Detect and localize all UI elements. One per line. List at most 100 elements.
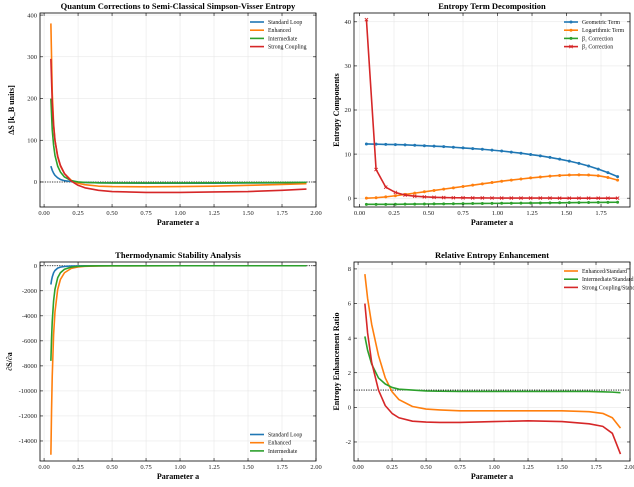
x-tick-label: 1.00 [488, 464, 499, 471]
y-tick-label: 8 [348, 266, 351, 273]
data-point [364, 17, 369, 22]
y-tick-label: 0 [34, 179, 37, 186]
series-line-3 [364, 303, 622, 455]
data-point [364, 142, 368, 146]
legend: Enhanced/Standard Intermediate/Standard St… [564, 269, 634, 291]
data-point [461, 195, 465, 200]
chart-title: Thermodynamic Stability Analysis [115, 250, 241, 260]
data-point [615, 196, 620, 201]
legend: Standard Loop Enhanced Intermediate Strong … [250, 20, 307, 51]
y-axis-label: Entropy Components [332, 73, 341, 146]
y-tick-label: -4000 [22, 313, 37, 320]
data-point [567, 201, 571, 205]
data-point [548, 174, 552, 178]
data-point [480, 196, 485, 200]
x-tick-label: 1.75 [276, 464, 287, 471]
chart-panel-2: 0.00 0.25 0.50 0.75 1.00 1.25 1.50 1.75 0 10 20 30 4… [332, 1, 631, 227]
legend-item-2: Enhanced [250, 441, 291, 447]
grid [354, 262, 631, 461]
x-tick-label: 0.25 [388, 210, 399, 217]
y-tick-label: 2 [348, 370, 351, 377]
data-point [490, 201, 494, 205]
data-point [567, 196, 572, 201]
x-tick-label: 0.25 [72, 210, 83, 217]
legend-marker [569, 44, 573, 49]
data-point [558, 201, 562, 205]
series-group [364, 274, 622, 455]
data-point [374, 202, 378, 206]
data-point [606, 196, 610, 201]
data-point [538, 154, 542, 158]
data-point [509, 178, 513, 182]
data-point [412, 194, 417, 199]
y-tick-label: -14000 [19, 438, 37, 445]
data-point [432, 195, 436, 200]
data-point [596, 200, 600, 204]
data-point [606, 175, 610, 179]
grid [40, 262, 317, 461]
y-tick-label: 6 [348, 301, 352, 308]
data-point [548, 196, 552, 201]
data-point [384, 142, 388, 146]
series-line-3 [50, 264, 307, 361]
legend: Geometric Term Logarithmic Term β₁ Correct… [564, 20, 625, 51]
legend-item-3: β₁ Correction [564, 36, 613, 42]
data-point [432, 144, 436, 148]
grid [40, 13, 317, 207]
chart-title: Quantum Corrections to Semi-Classical Si… [61, 1, 296, 11]
data-point [586, 196, 591, 201]
data-point [596, 167, 600, 171]
data-point [587, 173, 591, 177]
legend-label: Intermediate/Standard [582, 277, 634, 283]
y-tick-label: -8000 [22, 363, 37, 370]
x-tick-label: 0.75 [457, 210, 468, 217]
x-axis-label: Parameter a [157, 472, 199, 481]
data-point [577, 196, 581, 201]
data-point [364, 202, 368, 206]
series-group [364, 17, 620, 206]
data-point [567, 173, 571, 177]
data-point [422, 190, 426, 194]
data-point [471, 147, 475, 151]
axes-frame [39, 261, 317, 462]
x-tick-label: 1.75 [276, 210, 287, 217]
y-tick-label: 200 [27, 96, 37, 103]
x-tick-label: 1.50 [561, 210, 572, 217]
y-axis-label: ΔS [k_B units] [7, 85, 16, 135]
data-point [451, 202, 455, 206]
y-tick-label: 0 [348, 195, 351, 202]
data-point [374, 167, 378, 172]
legend-item-3: Intermediate [250, 36, 298, 42]
data-point [432, 188, 436, 192]
y-tick-label: 10 [345, 151, 352, 158]
x-tick-label: 0.75 [140, 210, 151, 217]
x-tick-label: 0.00 [352, 464, 363, 471]
data-point [558, 173, 562, 177]
chart-panel-4: 0.00 0.25 0.50 0.75 1.00 1.25 1.50 1.75 2.00 -2 0 2… [332, 250, 634, 481]
legend-label: Logarithmic Term [582, 28, 625, 34]
y-tick-label: 30 [345, 63, 352, 70]
legend-label: Intermediate [268, 449, 298, 455]
data-point [442, 145, 446, 149]
data-point [500, 179, 504, 183]
data-point [393, 190, 398, 195]
legend-label: Standard Loop [268, 433, 302, 439]
legend-item-2: Intermediate/Standard [564, 277, 634, 283]
data-point [616, 175, 620, 179]
legend-item-4: β₂ Correction [564, 45, 613, 51]
legend-marker [569, 28, 573, 32]
data-point [548, 155, 552, 159]
series-line-1 [364, 274, 622, 429]
data-point [403, 143, 407, 147]
x-tick-label: 1.50 [556, 464, 567, 471]
data-point [480, 201, 484, 205]
data-point [538, 196, 543, 201]
data-point [422, 194, 427, 199]
y-tick-label: 0 [348, 405, 351, 412]
data-point [606, 171, 610, 175]
data-point [471, 183, 475, 187]
legend-item-4: Strong Coupling [250, 45, 307, 51]
y-tick-label: 0 [34, 263, 37, 270]
data-point [461, 202, 465, 206]
data-point [413, 202, 417, 206]
